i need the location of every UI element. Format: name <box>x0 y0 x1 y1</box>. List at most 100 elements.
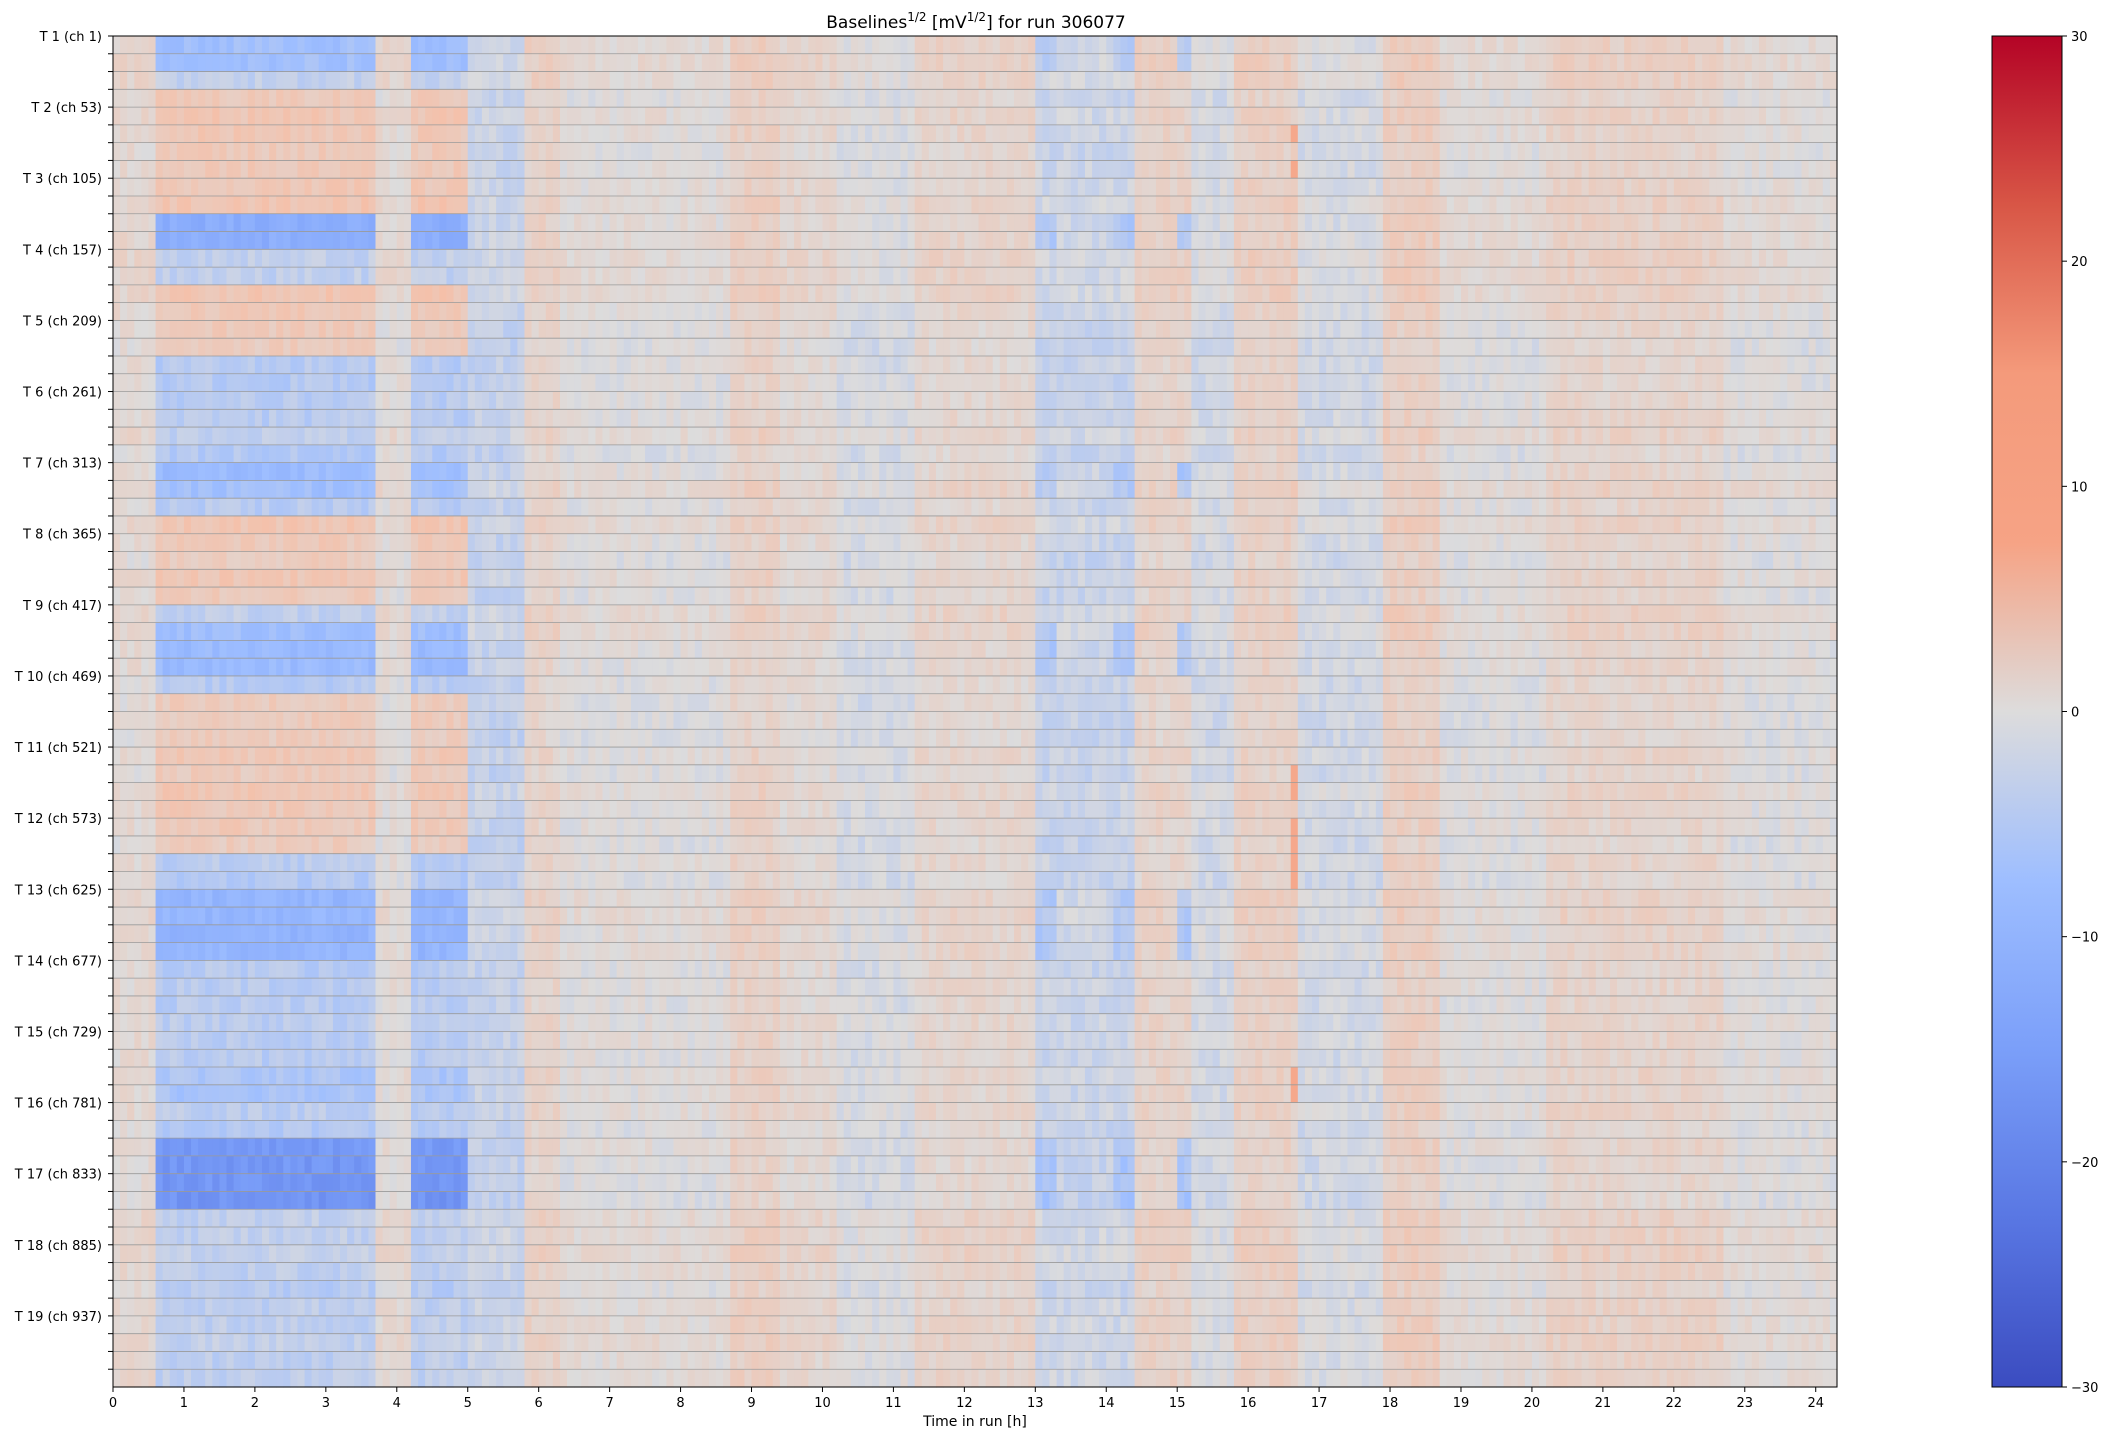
heatmap-cell <box>950 392 958 410</box>
heatmap-cell <box>652 249 660 267</box>
heatmap-cell <box>297 303 305 321</box>
heatmap-cell <box>993 320 1001 338</box>
heatmap-cell <box>652 356 660 374</box>
heatmap-cell <box>908 303 916 321</box>
heatmap-cell <box>141 72 149 90</box>
heatmap-cell <box>546 54 554 72</box>
heatmap-cell <box>524 338 532 356</box>
heatmap-cell <box>141 178 149 196</box>
heatmap-cell <box>141 320 149 338</box>
heatmap-cell <box>340 285 348 303</box>
heatmap-cell <box>1028 36 1036 54</box>
heatmap-cell <box>1170 72 1178 90</box>
heatmap-cell <box>1532 338 1540 356</box>
heatmap-cell <box>1468 72 1476 90</box>
heatmap-cell <box>1099 54 1107 72</box>
heatmap-cell <box>319 72 327 90</box>
heatmap-cell <box>482 72 490 90</box>
heatmap-cell <box>1454 285 1462 303</box>
heatmap-cell <box>893 392 901 410</box>
heatmap-cell <box>1518 285 1526 303</box>
heatmap-cell <box>787 160 795 178</box>
heatmap-cell <box>1191 249 1199 267</box>
chart-title: Baselines1/2 [mV1/2] for run 306077 <box>826 10 1125 33</box>
heatmap-cell <box>1773 214 1781 232</box>
heatmap-cell <box>581 374 589 392</box>
heatmap-cell <box>411 160 419 178</box>
heatmap-cell <box>1120 160 1128 178</box>
heatmap-cell <box>177 89 185 107</box>
heatmap-cell <box>1780 285 1788 303</box>
heatmap-cell <box>1582 178 1590 196</box>
heatmap-cell <box>1674 178 1682 196</box>
heatmap-cell <box>127 356 135 374</box>
heatmap-cell <box>184 232 192 250</box>
heatmap-cell <box>390 249 398 267</box>
heatmap-cell <box>134 178 142 196</box>
heatmap-cell <box>503 125 511 143</box>
heatmap-cell <box>227 54 235 72</box>
heatmap-cell <box>1355 303 1363 321</box>
heatmap-cell <box>432 267 440 285</box>
heatmap-cell <box>1106 338 1114 356</box>
heatmap-cell <box>333 338 341 356</box>
heatmap-cell <box>163 72 171 90</box>
heatmap-cell <box>971 232 979 250</box>
heatmap-cell <box>1511 232 1519 250</box>
heatmap-cell <box>567 89 575 107</box>
heatmap-cell <box>326 267 334 285</box>
heatmap-cell <box>1823 338 1831 356</box>
heatmap-cell <box>376 178 384 196</box>
heatmap-cell <box>141 374 149 392</box>
heatmap-cell <box>702 374 710 392</box>
heatmap-cell <box>1638 178 1646 196</box>
heatmap-cell <box>1397 214 1405 232</box>
heatmap-cell <box>1489 356 1497 374</box>
heatmap-cell <box>553 72 561 90</box>
heatmap-cell <box>1745 89 1753 107</box>
heatmap-cell <box>1220 36 1228 54</box>
heatmap-cell <box>681 54 689 72</box>
heatmap-cell <box>1319 54 1327 72</box>
heatmap-cell <box>219 338 227 356</box>
heatmap-cell <box>1333 89 1341 107</box>
heatmap-cell <box>553 143 561 161</box>
heatmap-cell <box>1567 107 1575 125</box>
heatmap-cell <box>844 196 852 214</box>
heatmap-cell <box>1518 125 1526 143</box>
heatmap-cell <box>1014 196 1022 214</box>
heatmap-cell <box>1298 143 1306 161</box>
heatmap-cell <box>964 374 972 392</box>
heatmap-cell <box>496 232 504 250</box>
heatmap-cell <box>1830 374 1838 392</box>
heatmap-cell <box>1482 338 1490 356</box>
heatmap-cell <box>305 267 313 285</box>
heatmap-cell <box>759 196 767 214</box>
heatmap-cell <box>723 214 731 232</box>
heatmap-cell <box>1135 267 1143 285</box>
heatmap-cell <box>879 285 887 303</box>
heatmap-cell <box>1716 232 1724 250</box>
heatmap-cell <box>198 107 206 125</box>
heatmap-cell <box>1461 338 1469 356</box>
heatmap-cell <box>241 320 249 338</box>
heatmap-cell <box>305 36 313 54</box>
heatmap-cell <box>1496 196 1504 214</box>
heatmap-cell <box>1667 267 1675 285</box>
heatmap-cell <box>326 36 334 54</box>
heatmap-cell <box>1035 72 1043 90</box>
heatmap-cell <box>624 267 632 285</box>
heatmap-cell <box>496 160 504 178</box>
heatmap-cell <box>475 125 483 143</box>
heatmap-cell <box>723 89 731 107</box>
heatmap-cell <box>1092 72 1100 90</box>
heatmap-cell <box>709 54 717 72</box>
heatmap-cell <box>908 214 916 232</box>
heatmap-cell <box>1404 178 1412 196</box>
heatmap-cell <box>361 54 369 72</box>
heatmap-cell <box>709 72 717 90</box>
heatmap-cell <box>1248 356 1256 374</box>
heatmap-cell <box>1610 249 1618 267</box>
heatmap-cell <box>418 160 426 178</box>
heatmap-cell <box>1738 232 1746 250</box>
